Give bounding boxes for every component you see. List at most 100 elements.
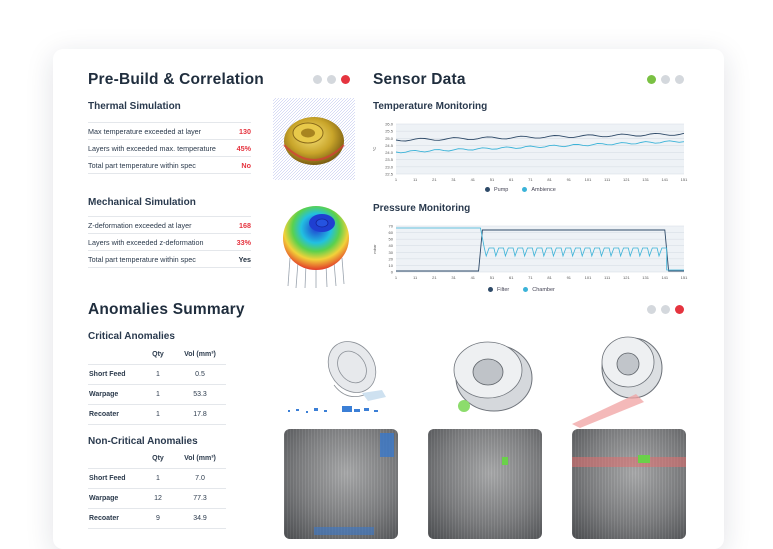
critical-table: Qty Vol (mm³) Short Feed 1 0.5 Warpage 1 53.3… [88, 345, 226, 425]
row-label: Total part temperature within spec [88, 160, 196, 170]
prebuild-title: Pre-Build & Correlation [88, 71, 264, 88]
x-tick-label: 41 [471, 177, 476, 182]
y-tick-label: 25.0 [385, 136, 394, 141]
anomaly-model-shortfeed[interactable] [284, 335, 396, 420]
mechanical-title: Mechanical Simulation [88, 197, 196, 208]
x-tick-label: 61 [509, 275, 514, 280]
table-row[interactable]: Warpage 12 77.3 [88, 488, 226, 509]
thermal-table: Max temperature exceeded at layer 130 Lay… [88, 122, 251, 174]
legend-item-filter: Filter [488, 287, 509, 293]
prebuild-pager [313, 75, 350, 84]
x-tick-label: 51 [490, 275, 495, 280]
x-tick-label: 121 [623, 177, 630, 182]
table-row[interactable]: Warpage 1 53.3 [88, 384, 226, 405]
y-tick-label: 0 [391, 270, 394, 275]
pager-dot[interactable] [675, 75, 684, 84]
row-value: No [241, 160, 251, 170]
x-tick-label: 141 [661, 177, 668, 182]
x-tick-label: 61 [509, 177, 514, 182]
series-ambience-line [395, 140, 685, 154]
x-tick-label: 81 [547, 275, 552, 280]
thermal-row: Max temperature exceeded at layer 130 [88, 122, 251, 140]
pager-dot[interactable] [661, 305, 670, 314]
pager-dot[interactable] [661, 75, 670, 84]
table-row[interactable]: Recoater 9 34.9 [88, 508, 226, 529]
x-tick-label: 21 [432, 275, 437, 280]
y-tick-label: 20 [389, 256, 394, 261]
col-vol: Vol (mm³) [174, 345, 226, 365]
series-chamber-line [396, 227, 684, 271]
x-tick-label: 141 [661, 275, 668, 280]
x-tick-label: 101 [585, 177, 592, 182]
table-row[interactable]: Short Feed 1 7.0 [88, 468, 226, 489]
col-qty: Qty [142, 345, 174, 365]
mechanical-row: Layers with exceeded z-deformation 33% [88, 234, 251, 251]
y-tick-label: 60 [389, 230, 394, 235]
anomaly-model-recoater[interactable] [572, 328, 688, 428]
y-tick-label: 23.0 [385, 164, 394, 169]
row-value: 130 [239, 126, 251, 136]
row-value: 45% [236, 143, 251, 153]
series-filter-line [396, 229, 684, 272]
sensor-title: Sensor Data [373, 71, 466, 88]
temperature-chart-title: Temperature Monitoring [373, 101, 488, 112]
y-tick-label: 40 [389, 243, 394, 248]
x-tick-label: 131 [642, 275, 649, 280]
y-tick-label: 70 [389, 224, 394, 229]
pressure-chart-title: Pressure Monitoring [373, 203, 471, 214]
series-pump-line [395, 132, 685, 142]
x-tick-label: 71 [528, 275, 533, 280]
x-tick-label: 21 [432, 177, 437, 182]
x-tick-label: 31 [451, 177, 456, 182]
anomalies-pager [647, 305, 684, 314]
x-tick-label: 111 [604, 275, 611, 280]
pager-dot[interactable] [313, 75, 322, 84]
y-tick-label: 24.5 [385, 143, 394, 148]
row-label: Layers with exceeded z-deformation [88, 237, 204, 247]
layer-scan-warpage[interactable] [428, 429, 542, 539]
y-tick-label: 25.5 [385, 129, 394, 134]
pager-dot[interactable] [647, 305, 656, 314]
col-vol: Vol (mm³) [174, 449, 226, 469]
legend-item-chamber: Chamber [523, 287, 555, 293]
thermal-sim-image[interactable] [270, 95, 360, 185]
sensor-pager [647, 75, 684, 84]
x-tick-label: 151 [681, 275, 688, 280]
x-tick-label: 51 [490, 177, 495, 182]
anomalies-title: Anomalies Summary [88, 301, 245, 318]
temperature-chart[interactable]: 26.025.525.024.524.023.523.022.51 11 21 31 4… [370, 118, 688, 184]
y-tick-label: 22.5 [385, 172, 394, 177]
temperature-legend: Pump Ambience [485, 187, 556, 193]
noncritical-title: Non-Critical Anomalies [88, 436, 198, 447]
pressure-legend: Filter Chamber [488, 287, 555, 293]
col-qty: Qty [142, 449, 174, 469]
anomaly-model-warpage[interactable] [436, 328, 544, 418]
y-tick-label: 24.0 [385, 150, 394, 155]
x-tick-label: 71 [528, 177, 533, 182]
y-tick-label: 30 [389, 250, 394, 255]
row-value: Yes [238, 254, 251, 264]
thermal-row: Layers with exceeded max. temperature 45% [88, 140, 251, 157]
table-row[interactable]: Short Feed 1 0.5 [88, 364, 226, 385]
layer-scan-shortfeed[interactable] [284, 429, 398, 539]
mechanical-sim-image[interactable] [276, 198, 356, 290]
pager-dot-active[interactable] [647, 75, 656, 84]
pager-dot-active[interactable] [675, 305, 684, 314]
row-label: Max temperature exceeded at layer [88, 126, 202, 136]
x-tick-label: 1 [395, 275, 398, 280]
x-tick-label: 111 [604, 177, 611, 182]
row-label: Total part temperature within spec [88, 254, 196, 264]
thermal-title: Thermal Simulation [88, 101, 181, 112]
layer-scan-recoater[interactable] [572, 429, 686, 539]
pager-dot-active[interactable] [341, 75, 350, 84]
y-tick-label: 26.0 [385, 122, 394, 127]
x-tick-label: 11 [413, 275, 418, 280]
x-tick-label: 81 [547, 177, 552, 182]
x-tick-label: 131 [642, 177, 649, 182]
table-row[interactable]: Recoater 1 17.8 [88, 404, 226, 425]
x-tick-label: 151 [681, 177, 688, 182]
row-value: 33% [236, 237, 251, 247]
pager-dot[interactable] [327, 75, 336, 84]
mechanical-row: Total part temperature within spec Yes [88, 251, 251, 268]
